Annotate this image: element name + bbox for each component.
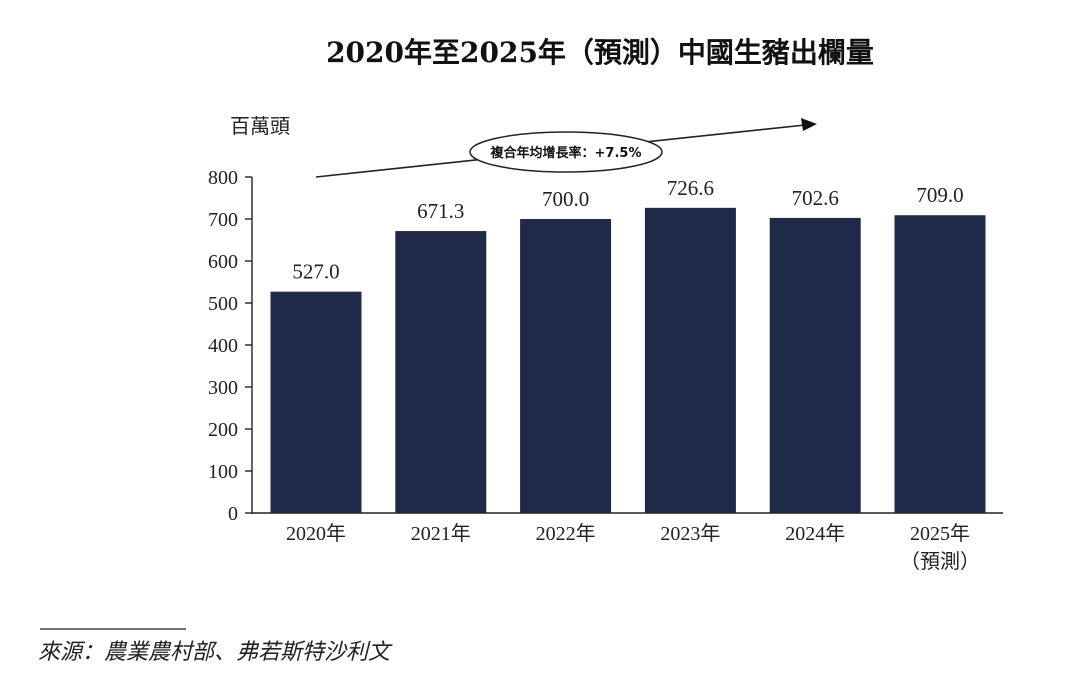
x-category-label: 2025年 xyxy=(910,522,970,545)
y-tick-label: 300 xyxy=(208,377,238,399)
chart-title: 2020年至2025年（預測）中國生豬出欄量 xyxy=(326,36,874,69)
bar-value-label: 702.6 xyxy=(792,186,839,210)
bar-value-label: 726.6 xyxy=(667,176,714,200)
bar xyxy=(894,215,986,513)
y-tick-label: 200 xyxy=(208,419,238,441)
x-axis: 2020年 2021年 2022年 2023年 2024年 2025年 （預測） xyxy=(252,512,1003,573)
bar-value-label: 527.0 xyxy=(292,260,339,284)
bar-value-label: 709.0 xyxy=(916,183,963,207)
y-tick-label: 100 xyxy=(208,461,238,483)
x-category-label: 2021年 xyxy=(411,522,471,545)
y-tick-label: 400 xyxy=(208,335,238,357)
y-tick-label: 800 xyxy=(208,167,238,189)
cagr-label: 複合年均增長率：+7.5% xyxy=(490,145,642,161)
x-category-label: 2020年 xyxy=(286,522,346,545)
bar-value-label: 700.0 xyxy=(542,187,589,211)
x-category-label: 2023年 xyxy=(660,522,720,545)
y-tick-label: 500 xyxy=(208,293,238,315)
y-axis: 0 100 200 300 400 500 600 700 800 xyxy=(208,167,253,525)
y-tick-label: 700 xyxy=(208,209,238,231)
bar xyxy=(769,217,861,513)
cagr-ellipse xyxy=(469,131,663,173)
x-category-label: 2022年 xyxy=(536,522,596,545)
bar-value-label: 671.3 xyxy=(417,199,464,223)
bars: 527.0 671.3 700.0 726.6 702.6 709.0 xyxy=(270,176,986,513)
x-category-label: 2024年 xyxy=(785,522,845,545)
cagr-annotation: 複合年均增長率：+7.5% xyxy=(315,118,817,178)
source-note: 來源：農業農村部、弗若斯特沙利文 xyxy=(38,640,393,665)
bar xyxy=(644,207,736,513)
y-axis-unit-label: 百萬頭 xyxy=(230,114,290,138)
y-tick-label: 600 xyxy=(208,251,238,273)
x-category-sublabel: （預測） xyxy=(900,550,980,573)
bar xyxy=(395,231,487,513)
bar xyxy=(520,219,612,513)
cagr-arrow-head xyxy=(801,118,817,131)
bar xyxy=(270,291,362,513)
y-tick-label: 0 xyxy=(228,503,238,525)
